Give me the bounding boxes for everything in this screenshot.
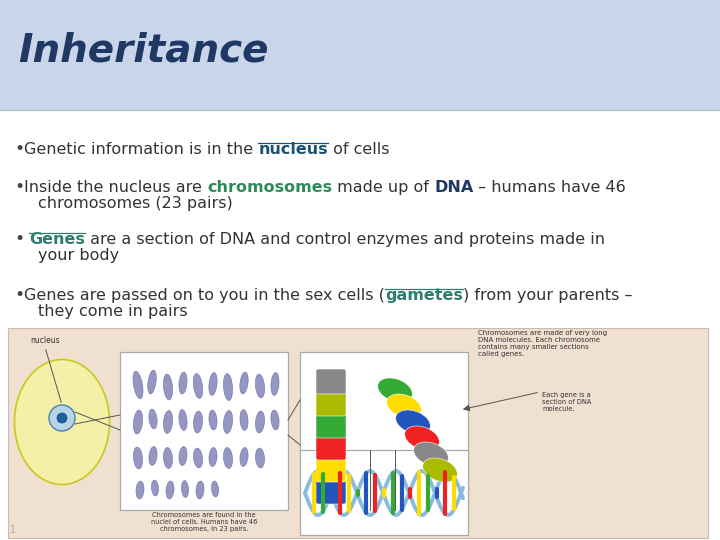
Ellipse shape — [223, 410, 233, 434]
Text: 1: 1 — [10, 525, 16, 535]
Ellipse shape — [149, 447, 157, 465]
Circle shape — [49, 405, 75, 431]
Ellipse shape — [136, 481, 144, 499]
Text: chromosomes, in 23 pairs.: chromosomes, in 23 pairs. — [160, 526, 248, 532]
Ellipse shape — [193, 374, 203, 399]
Ellipse shape — [209, 373, 217, 395]
Ellipse shape — [240, 372, 248, 394]
Ellipse shape — [414, 442, 449, 466]
Ellipse shape — [163, 410, 173, 434]
FancyBboxPatch shape — [316, 391, 346, 416]
Ellipse shape — [256, 411, 264, 433]
Ellipse shape — [179, 372, 187, 394]
Ellipse shape — [212, 481, 219, 497]
Text: Chromosomes are made of very long: Chromosomes are made of very long — [478, 330, 607, 336]
Ellipse shape — [133, 447, 143, 469]
Text: they come in pairs: they come in pairs — [38, 304, 188, 319]
Ellipse shape — [149, 409, 157, 429]
Ellipse shape — [209, 448, 217, 467]
Ellipse shape — [133, 410, 143, 434]
Ellipse shape — [240, 448, 248, 467]
Text: are a section of DNA and control enzymes and proteins made in: are a section of DNA and control enzymes… — [85, 232, 605, 247]
Ellipse shape — [271, 410, 279, 430]
FancyBboxPatch shape — [316, 435, 346, 460]
Ellipse shape — [194, 448, 202, 468]
Ellipse shape — [209, 410, 217, 430]
Ellipse shape — [179, 447, 187, 465]
Ellipse shape — [396, 410, 431, 434]
Ellipse shape — [405, 426, 439, 450]
Ellipse shape — [166, 481, 174, 499]
Ellipse shape — [196, 481, 204, 499]
Ellipse shape — [223, 448, 233, 469]
Text: molecule.: molecule. — [542, 406, 575, 412]
Text: •: • — [14, 230, 24, 248]
Ellipse shape — [163, 448, 173, 469]
Ellipse shape — [179, 409, 187, 430]
Text: chromosomes: chromosomes — [207, 180, 332, 195]
Text: gametes: gametes — [385, 288, 463, 303]
Text: Genes: Genes — [29, 232, 85, 247]
Text: •: • — [14, 140, 24, 158]
Ellipse shape — [256, 374, 265, 398]
Ellipse shape — [240, 409, 248, 430]
Ellipse shape — [163, 374, 173, 400]
Text: nucleus: nucleus — [30, 336, 60, 345]
Ellipse shape — [387, 394, 421, 418]
Text: your body: your body — [38, 248, 119, 263]
Ellipse shape — [151, 480, 158, 496]
Ellipse shape — [256, 448, 264, 468]
FancyBboxPatch shape — [316, 457, 346, 482]
Text: Chromosomes are found in the: Chromosomes are found in the — [152, 512, 256, 518]
Text: Each gene is a: Each gene is a — [542, 392, 590, 398]
Ellipse shape — [194, 411, 202, 433]
Ellipse shape — [133, 371, 143, 399]
Circle shape — [57, 413, 67, 423]
Ellipse shape — [223, 374, 233, 401]
Text: DNA: DNA — [434, 180, 473, 195]
Ellipse shape — [181, 481, 189, 497]
Text: chromosomes (23 pairs): chromosomes (23 pairs) — [38, 196, 233, 211]
Text: nuclei of cells. Humans have 46: nuclei of cells. Humans have 46 — [150, 519, 257, 525]
Text: nucleus: nucleus — [258, 142, 328, 157]
Text: Genes are passed on to you in the sex cells (: Genes are passed on to you in the sex ce… — [24, 288, 385, 303]
Text: called genes.: called genes. — [478, 351, 524, 357]
Ellipse shape — [148, 370, 156, 394]
FancyBboxPatch shape — [316, 369, 346, 394]
Text: contains many smaller sections: contains many smaller sections — [478, 344, 589, 350]
FancyBboxPatch shape — [8, 328, 708, 538]
Bar — [300, 450, 468, 535]
Bar — [120, 352, 288, 510]
Text: of cells: of cells — [328, 142, 390, 157]
FancyBboxPatch shape — [0, 0, 720, 110]
Ellipse shape — [423, 458, 457, 482]
Text: Genetic information is in the: Genetic information is in the — [24, 142, 258, 157]
Ellipse shape — [271, 373, 279, 395]
Bar — [300, 352, 468, 510]
Text: Inheritance: Inheritance — [18, 31, 269, 69]
Text: •: • — [14, 178, 24, 196]
FancyBboxPatch shape — [316, 479, 346, 504]
FancyBboxPatch shape — [316, 413, 346, 438]
Text: DNA molecules. Each chromosome: DNA molecules. Each chromosome — [478, 337, 600, 343]
Text: •: • — [14, 286, 24, 304]
Text: Inside the nucleus are: Inside the nucleus are — [24, 180, 207, 195]
Text: made up of: made up of — [332, 180, 434, 195]
Text: – humans have 46: – humans have 46 — [473, 180, 626, 195]
Text: ) from your parents –: ) from your parents – — [463, 288, 632, 303]
Ellipse shape — [378, 378, 413, 402]
Ellipse shape — [14, 360, 109, 484]
Text: section of DNA: section of DNA — [542, 399, 591, 405]
